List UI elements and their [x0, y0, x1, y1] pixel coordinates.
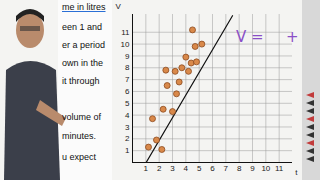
html-text:u expect: u expect: [62, 152, 96, 162]
svg-text:3: 3: [125, 123, 130, 132]
svg-text:6: 6: [125, 87, 130, 96]
svg-text:t: t: [295, 168, 298, 177]
svg-text:3: 3: [170, 164, 175, 173]
svg-text:2: 2: [157, 164, 162, 173]
svg-text:10: 10: [121, 40, 130, 49]
html-text:it through: it through: [62, 76, 100, 86]
svg-text:7: 7: [125, 75, 130, 84]
svg-text:11: 11: [121, 28, 130, 37]
svg-text:1: 1: [144, 164, 149, 173]
svg-text:1: 1: [125, 146, 130, 155]
svg-text:8: 8: [125, 63, 130, 72]
html-text:er a period: er a period: [62, 40, 105, 50]
html-text:me in litres: me in litres: [62, 2, 106, 12]
svg-text:V: V: [116, 2, 122, 11]
svg-text:9: 9: [125, 52, 130, 61]
svg-text:11: 11: [275, 164, 284, 173]
svg-text:7: 7: [224, 164, 229, 173]
svg-text:4: 4: [125, 111, 130, 120]
svg-text:10: 10: [261, 164, 270, 173]
svg-text:4: 4: [184, 164, 189, 173]
svg-text:5: 5: [197, 164, 202, 173]
svg-text:8: 8: [237, 164, 242, 173]
html-text:own in the: own in the: [62, 58, 103, 68]
svg-text:2: 2: [125, 134, 130, 143]
svg-text:5: 5: [125, 99, 130, 108]
svg-text:6: 6: [210, 164, 215, 173]
html-text:V =: V =: [236, 28, 264, 46]
html-text:een 1 and: een 1 and: [62, 22, 102, 32]
html-text:volume of: volume of: [62, 112, 101, 122]
html-text:minutes.: minutes.: [62, 131, 96, 141]
svg-text:9: 9: [250, 164, 255, 173]
